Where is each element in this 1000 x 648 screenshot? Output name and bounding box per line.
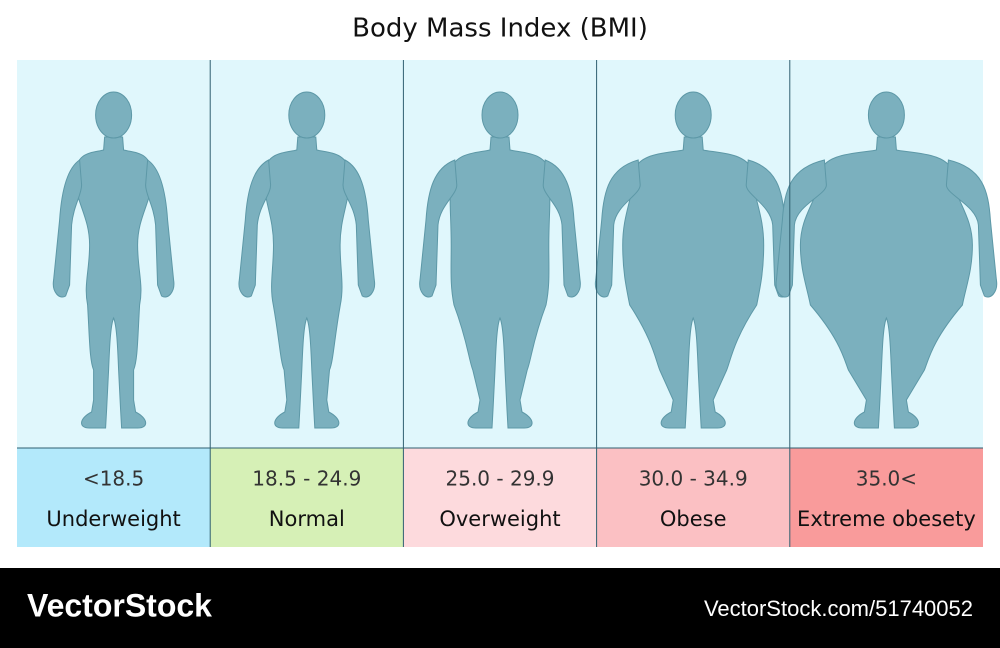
bmi-category: Normal [269,507,345,531]
silhouette [622,136,765,429]
bmi-range: 30.0 - 34.9 [639,467,748,491]
head [674,91,712,139]
bmi-category: Overweight [439,507,560,531]
silhouette [542,159,581,298]
panels: <18.5 Underweight 18.5 - 24.9 Normal 25.0 - … [17,60,998,547]
title: Body Mass Index (BMI) [352,14,648,44]
label-box [210,448,404,547]
silhouette [449,136,551,429]
silhouette [52,159,83,298]
head [95,91,133,139]
footer-brand: VectorStock [27,587,212,623]
label-box [596,448,790,547]
bmi-category: Extreme obesety [797,507,976,531]
silhouette [945,159,998,298]
silhouette [342,159,376,298]
bmi-category: Underweight [46,507,180,531]
silhouette [145,159,175,298]
label-box [789,448,983,547]
head [867,91,905,139]
silhouette [263,136,350,429]
footer-bar [0,568,1000,648]
bmi-range: 35.0< [856,467,917,491]
bmi-range: 25.0 - 29.9 [446,467,555,491]
bmi-category: Obese [660,507,727,531]
silhouette [594,159,641,298]
label-box [403,448,597,547]
footer-id: VectorStock.com/51740052 [704,596,973,621]
head [481,91,519,139]
silhouette [419,159,458,298]
bmi-range: 18.5 - 24.9 [252,467,361,491]
bmi-range: <18.5 [83,467,144,491]
silhouette [799,136,973,429]
silhouette [238,159,272,298]
label-box [17,448,211,547]
silhouette [75,136,153,429]
silhouette [775,159,827,298]
head [288,91,326,139]
